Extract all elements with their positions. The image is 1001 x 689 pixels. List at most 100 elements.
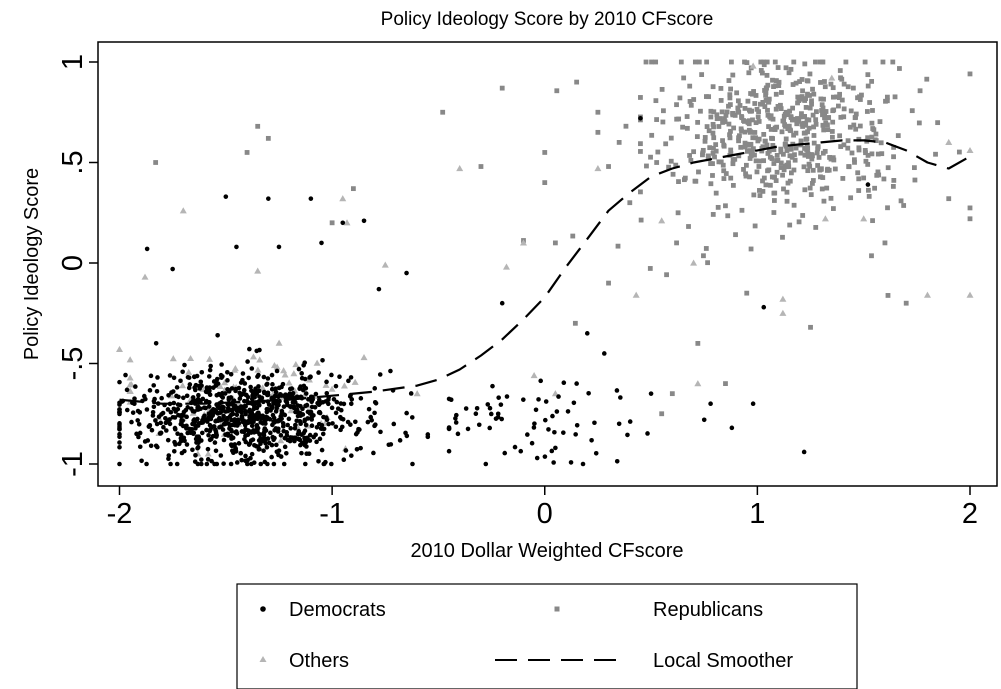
point-republican [771, 161, 777, 166]
point-republican [801, 130, 807, 136]
point-republican [761, 158, 767, 164]
point-republican [767, 114, 773, 120]
point-democrat [573, 432, 578, 437]
point-republican [818, 80, 823, 85]
point-democrat [199, 430, 205, 436]
point-democrat [155, 375, 160, 380]
point-democrat [217, 417, 223, 423]
point-republican [742, 129, 748, 135]
point-republican [781, 167, 787, 173]
point-republican [774, 153, 780, 158]
point-republican [716, 124, 722, 129]
point-democrat [213, 448, 219, 454]
point-republican [891, 178, 897, 183]
point-republican [810, 86, 815, 92]
point-democrat [378, 429, 383, 435]
point-republican [895, 133, 901, 139]
point-democrat [135, 418, 141, 423]
point-republican [773, 178, 779, 183]
point-republican [788, 128, 793, 134]
point-democrat [574, 422, 580, 428]
point-democrat [565, 409, 571, 414]
point-democrat [158, 420, 164, 426]
point-democrat [292, 435, 298, 440]
point-democrat [251, 403, 257, 409]
point-democrat [645, 431, 650, 436]
point-republican [808, 192, 814, 198]
smoother-layer [119, 139, 971, 405]
point-other [259, 384, 267, 391]
point-republican [825, 127, 831, 133]
point-democrat [371, 450, 376, 456]
point-democrat [266, 440, 272, 446]
point-democrat [176, 394, 181, 400]
point-republican [863, 158, 869, 164]
point-republican [846, 164, 852, 170]
point-other [179, 207, 187, 214]
point-democrat [341, 457, 347, 463]
point-democrat [199, 457, 204, 462]
point-republican [775, 65, 781, 70]
point-democrat [554, 409, 560, 414]
point-democrat [168, 461, 173, 467]
point-republican [350, 186, 356, 192]
point-democrat [308, 196, 314, 201]
point-democrat [263, 440, 268, 446]
point-democrat [270, 422, 275, 428]
point-republican [790, 82, 796, 87]
point-republican [828, 195, 834, 201]
point-republican [847, 124, 853, 130]
point-democrat [627, 419, 633, 424]
point-republican [826, 115, 832, 121]
point-republican [606, 164, 611, 169]
point-republican [788, 170, 794, 176]
point-republican [759, 148, 765, 154]
point-republican [802, 98, 808, 103]
point-republican [674, 102, 679, 108]
point-democrat [425, 432, 431, 437]
point-republican [830, 155, 836, 161]
point-republican [803, 121, 809, 127]
point-democrat [504, 394, 510, 399]
point-other [185, 368, 193, 375]
point-republican [805, 145, 811, 151]
point-democrat [502, 450, 508, 456]
point-democrat [236, 385, 242, 391]
point-democrat [206, 404, 212, 409]
point-democrat [184, 442, 190, 447]
point-republican [735, 98, 741, 104]
point-other [281, 371, 289, 378]
point-republican [841, 114, 847, 120]
point-republican [730, 183, 736, 188]
point-democrat [269, 454, 274, 460]
point-republican [800, 213, 806, 218]
point-republican [865, 83, 871, 89]
point-democrat [269, 372, 275, 378]
point-democrat [191, 374, 197, 380]
point-republican [912, 165, 917, 171]
point-democrat [247, 346, 252, 352]
point-democrat [264, 382, 269, 387]
point-democrat [287, 438, 293, 444]
point-democrat [193, 398, 199, 404]
point-democrat [234, 460, 240, 465]
point-other [287, 407, 295, 414]
point-republican [764, 59, 770, 65]
point-republican [807, 71, 813, 77]
point-republican [763, 98, 769, 103]
point-democrat [274, 418, 280, 424]
point-democrat [276, 452, 281, 458]
point-republican [648, 154, 653, 160]
point-republican [793, 145, 799, 151]
point-republican [810, 112, 816, 118]
point-democrat [311, 413, 316, 418]
point-republican [772, 190, 778, 196]
point-democrat [221, 437, 227, 443]
point-republican [813, 121, 819, 127]
point-democrat [343, 448, 349, 453]
point-democrat [206, 374, 212, 379]
point-democrat [212, 461, 217, 467]
point-democrat [485, 402, 491, 407]
point-democrat [195, 461, 201, 467]
point-republican [638, 217, 644, 223]
